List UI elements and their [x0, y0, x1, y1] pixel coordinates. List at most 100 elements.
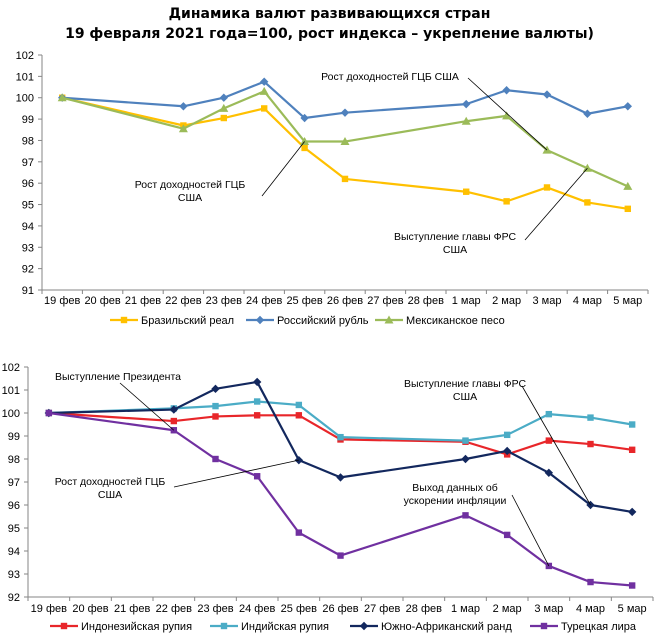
- x-tick-label: 21 фев: [125, 295, 161, 307]
- x-tick-label: 27 фев: [367, 295, 403, 307]
- data-point: [587, 578, 594, 586]
- annotation-text: США: [453, 391, 477, 403]
- data-point: [337, 433, 344, 441]
- x-tick-label: 4 мар: [576, 603, 605, 615]
- data-point: [301, 144, 308, 152]
- data-point: [253, 473, 261, 480]
- data-point: [462, 437, 469, 444]
- annotation-leader-line: [467, 77, 548, 151]
- legend-label: Индонезийская рупия: [81, 621, 192, 633]
- x-tick-label: 2 мар: [493, 603, 522, 615]
- x-tick-label: 25 фев: [281, 603, 317, 615]
- x-tick-label: 2 мар: [492, 295, 521, 307]
- data-point: [542, 90, 552, 99]
- annotation-leader-line: [524, 167, 588, 241]
- data-point: [462, 99, 471, 109]
- series-line-1: [48, 411, 633, 456]
- y-tick-label: 95: [8, 523, 20, 535]
- y-tick-label: 91: [22, 285, 34, 297]
- data-point: [628, 582, 636, 589]
- annotation-text: Рост доходностей ГЦБ: [135, 179, 246, 191]
- data-point: [253, 412, 261, 419]
- y-tick-label: 100: [2, 408, 20, 420]
- data-point: [295, 529, 303, 536]
- series-line-3: [48, 380, 633, 513]
- data-point: [545, 410, 553, 418]
- data-point: [503, 431, 511, 439]
- data-point: [261, 105, 268, 112]
- y-tick-label: 94: [22, 221, 34, 233]
- data-point: [463, 188, 470, 195]
- data-point: [503, 198, 510, 205]
- y-tick-label: 96: [22, 178, 34, 190]
- legend-marker: [120, 316, 128, 324]
- data-point: [212, 455, 219, 463]
- annotation-text: Выход данных об: [412, 482, 497, 494]
- annotation-text: США: [98, 489, 122, 501]
- x-tick-label: 4 мар: [573, 295, 602, 307]
- data-point: [461, 116, 471, 125]
- legend-label: Российский рубль: [277, 315, 369, 327]
- y-tick-label: 92: [8, 592, 20, 604]
- annotation-text: Выступление главы ФРС: [394, 231, 517, 243]
- data-point: [462, 512, 469, 519]
- data-point: [260, 77, 269, 86]
- legend-label: Бразильский реал: [141, 315, 234, 327]
- x-tick-label: 28 фев: [408, 295, 444, 307]
- y-tick-label: 98: [8, 454, 20, 466]
- x-tick-label: 20 фев: [84, 295, 120, 307]
- y-tick-label: 99: [8, 431, 20, 443]
- legend-label: Южно-Африканский ранд: [381, 621, 512, 633]
- data-point: [623, 181, 633, 190]
- data-point: [461, 454, 470, 464]
- legend-label: Мексиканское песо: [406, 315, 505, 327]
- data-point: [179, 102, 188, 111]
- data-point: [628, 446, 636, 453]
- data-point: [340, 108, 350, 117]
- data-point: [502, 446, 512, 456]
- annotation-leader-line: [173, 459, 299, 488]
- data-point: [336, 473, 345, 482]
- data-point: [45, 409, 53, 417]
- legend-marker: [220, 622, 228, 630]
- data-point: [212, 413, 219, 420]
- data-point: [57, 93, 67, 102]
- annotation-text: Выступление Президента: [55, 371, 181, 383]
- data-point: [252, 377, 262, 387]
- x-tick-label: 25 фев: [286, 295, 322, 307]
- data-point: [543, 184, 551, 191]
- data-point: [295, 412, 303, 419]
- data-point: [219, 103, 229, 112]
- data-point: [502, 111, 512, 120]
- legend-marker: [255, 315, 265, 325]
- annotation-leader-line: [521, 385, 591, 506]
- chart-top-currencies: 91 92 93 94 95 96 97 98 99 100 101 102 19 фев 20 фев 2…: [16, 50, 649, 327]
- data-point: [220, 114, 227, 122]
- legend-marker: [60, 622, 68, 630]
- annotation-text: США: [178, 192, 202, 204]
- data-point: [259, 86, 269, 95]
- y-tick-label: 102: [2, 362, 20, 374]
- annotation-leader-line: [511, 494, 550, 567]
- x-tick-label: 20 фев: [72, 603, 108, 615]
- x-tick-label: 21 фев: [114, 603, 150, 615]
- x-tick-label: 24 фев: [246, 295, 282, 307]
- data-point: [503, 531, 511, 539]
- x-tick-label: 22 фев: [165, 295, 201, 307]
- y-tick-label: 96: [8, 500, 20, 512]
- legend-label: Индийская рупия: [241, 621, 329, 633]
- x-tick-label: 22 фев: [156, 603, 192, 615]
- data-point: [545, 562, 553, 570]
- data-point: [295, 401, 303, 409]
- x-tick-label: 19 фев: [31, 603, 67, 615]
- data-point: [624, 205, 631, 213]
- legend-marker: [384, 315, 394, 324]
- annotation-text: Рост доходностей ГЦБ США: [321, 71, 459, 83]
- annotation-text: США: [443, 244, 467, 256]
- x-tick-label: 19 фев: [44, 295, 80, 307]
- x-tick-label: 26 фев: [322, 603, 358, 615]
- x-tick-label: 24 фев: [239, 603, 275, 615]
- chart-title-line-1: Динамика валют развивающихся стран: [168, 6, 491, 22]
- data-point: [502, 86, 511, 95]
- y-tick-label: 100: [16, 93, 34, 105]
